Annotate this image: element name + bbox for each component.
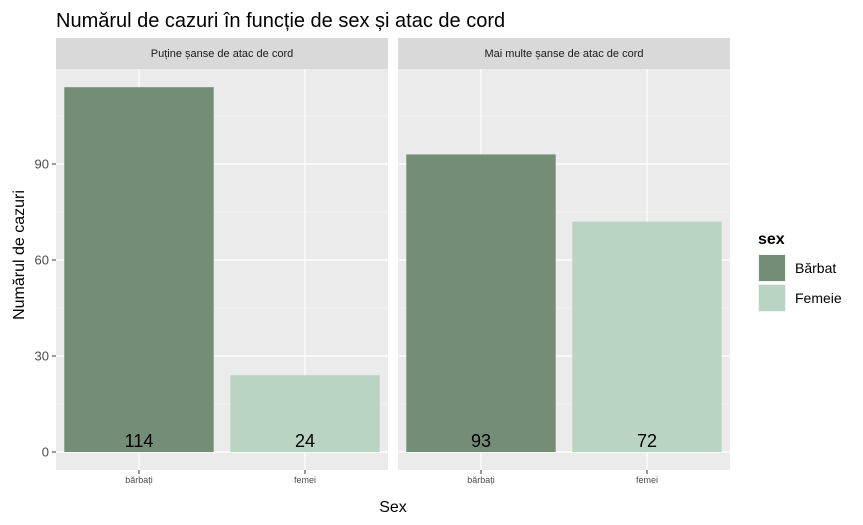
x-tick-label: femei <box>636 475 658 485</box>
y-tick-label: 0 <box>42 445 49 460</box>
x-axis-title: Sex <box>379 499 407 516</box>
legend-key <box>759 255 785 281</box>
facet-panel: Puține șanse de atac de cord 114 bărbați 24… <box>56 38 388 485</box>
y-tick-label: 30 <box>35 349 49 364</box>
y-tick-label: 90 <box>35 157 49 172</box>
bar <box>230 375 380 452</box>
facet-panel: Mai multe șanse de atac de cord 93 bărbați… <box>398 38 730 485</box>
y-tick-label: 60 <box>35 253 49 268</box>
legend-entry: Femeie <box>758 284 842 312</box>
facet-strip-label: Mai multe șanse de atac de cord <box>485 48 644 60</box>
legend-entry: Bărbat <box>758 254 836 282</box>
legend-title: sex <box>758 231 785 248</box>
legend-key <box>759 285 785 311</box>
x-tick-label: bărbați <box>467 475 495 485</box>
bar <box>64 87 214 452</box>
x-tick-label: femei <box>294 475 316 485</box>
facet-strip <box>398 38 730 69</box>
facet-strip-label: Puține șanse de atac de cord <box>151 48 293 60</box>
facet-strip <box>56 38 388 69</box>
bar-value-label: 93 <box>471 431 491 451</box>
chart-title: Numărul de cazuri în funcție de sex și a… <box>56 10 505 32</box>
bar-value-label: 72 <box>637 431 657 451</box>
bar-value-label: 114 <box>125 431 154 451</box>
bar-value-label: 24 <box>295 431 315 451</box>
legend-label: Bărbat <box>795 260 836 276</box>
x-tick-label: bărbați <box>125 475 153 485</box>
bar <box>572 221 722 452</box>
y-axis-title: Numărul de cazuri <box>11 190 28 320</box>
bar <box>406 154 556 452</box>
legend-label: Femeie <box>795 290 842 306</box>
